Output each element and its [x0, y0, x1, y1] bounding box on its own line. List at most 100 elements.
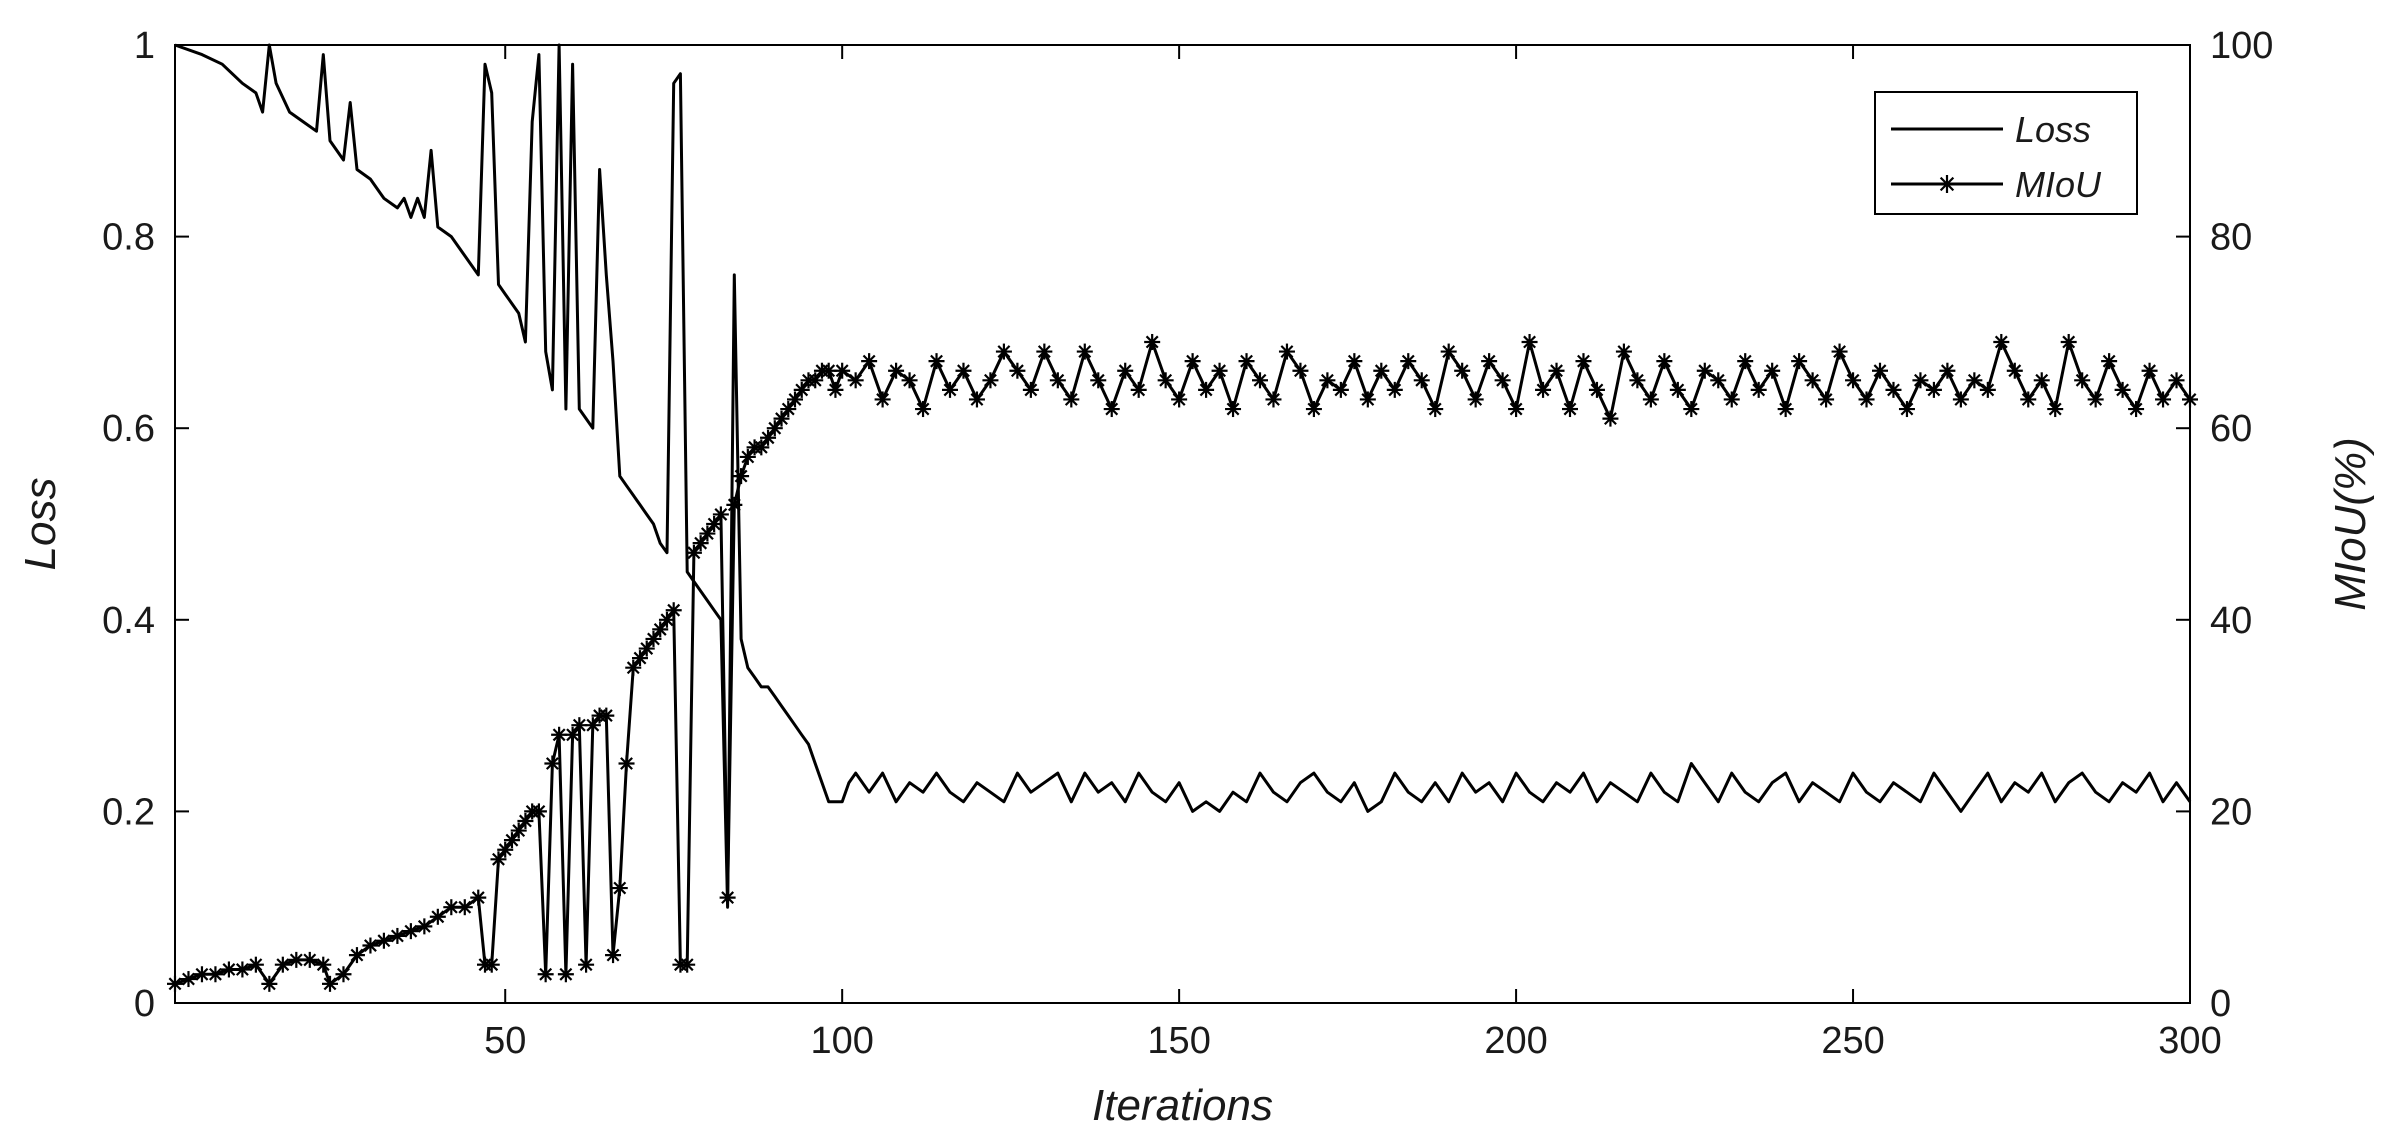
x-tick-label: 300 — [2158, 1020, 2221, 1062]
data-point-miou — [322, 975, 338, 992]
data-point-miou — [834, 362, 851, 379]
y-left-tick-label: 0.4 — [102, 600, 155, 642]
data-point-miou — [375, 932, 392, 949]
data-point-miou — [2182, 391, 2198, 408]
data-point-miou — [1818, 391, 1835, 408]
data-point-miou — [2168, 372, 2185, 389]
data-point-miou — [1454, 362, 1471, 379]
data-point-miou — [1588, 381, 1605, 398]
y-left-tick-label: 0.8 — [102, 217, 155, 259]
data-point-miou — [1305, 401, 1322, 418]
data-point-miou — [787, 391, 803, 408]
data-point-miou — [1467, 391, 1484, 408]
data-point-miou — [2141, 362, 2158, 379]
data-point-miou — [1332, 381, 1349, 398]
ticks-layer: 50 100 150 200 250 30000.20.40.60.81020406080… — [102, 25, 2273, 1062]
data-point-miou — [638, 640, 655, 657]
data-point-miou — [1804, 372, 1821, 389]
legend-label-loss: Loss — [2015, 109, 2091, 150]
data-point-miou — [598, 707, 615, 724]
data-point-miou — [167, 975, 183, 992]
data-point-miou — [1076, 343, 1093, 360]
data-point-miou — [1710, 372, 1727, 389]
data-point-miou — [247, 956, 264, 973]
data-point-miou — [1979, 381, 1996, 398]
data-point-miou — [517, 812, 534, 829]
y-left-tick-label: 0.6 — [102, 408, 155, 450]
data-point-miou — [658, 611, 675, 628]
data-point-miou — [1845, 372, 1862, 389]
data-point-miou — [1912, 372, 1929, 389]
data-point-miou — [2128, 401, 2145, 418]
data-point-miou — [928, 353, 945, 370]
data-point-miou — [557, 966, 574, 983]
data-point-miou — [1696, 362, 1713, 379]
data-point-miou — [544, 755, 561, 772]
data-point-miou — [773, 410, 790, 427]
data-point-miou — [1252, 372, 1268, 389]
x-tick-label: 250 — [1821, 1020, 1884, 1062]
data-point-miou — [2060, 333, 2077, 350]
data-point-miou — [1952, 391, 1969, 408]
data-point-miou — [288, 951, 305, 968]
data-point-miou — [362, 937, 379, 954]
data-point-miou — [968, 391, 985, 408]
data-point-miou — [389, 927, 406, 944]
series-line-loss — [174, 43, 2192, 909]
data-point-miou — [995, 343, 1012, 360]
data-point-miou — [753, 439, 770, 456]
data-point-miou — [1494, 372, 1511, 389]
data-point-miou — [1130, 381, 1147, 398]
data-point-miou — [888, 362, 905, 379]
data-point-miou — [180, 971, 197, 988]
data-point-miou — [1764, 362, 1781, 379]
data-point-miou — [1144, 333, 1161, 350]
data-point-miou — [847, 372, 864, 389]
data-point-miou — [1292, 362, 1309, 379]
data-point-miou — [1184, 353, 1201, 370]
data-point-miou — [1319, 372, 1336, 389]
y-right-tick-label: 100 — [2210, 25, 2273, 67]
data-point-miou — [1602, 410, 1619, 427]
data-point-miou — [1791, 353, 1808, 370]
data-point-miou — [1171, 391, 1188, 408]
x-tick-label: 150 — [1147, 1020, 1210, 1062]
data-point-miou — [1359, 391, 1376, 408]
legend: Loss MIoU — [1874, 91, 2138, 215]
y-left-tick-label: 1 — [134, 25, 155, 67]
data-point-miou — [679, 956, 696, 973]
data-point-miou — [1885, 381, 1902, 398]
data-point-miou — [625, 659, 642, 676]
data-point-miou — [234, 961, 251, 978]
data-point-miou — [2074, 372, 2091, 389]
data-point-miou — [1656, 353, 1673, 370]
data-point-miou — [692, 535, 709, 552]
data-point-miou — [874, 391, 891, 408]
data-point-miou — [1278, 343, 1295, 360]
data-point-miou — [1966, 372, 1983, 389]
y-right-tick-label: 40 — [2210, 600, 2252, 642]
data-point-miou — [611, 880, 628, 897]
data-point-miou — [503, 832, 520, 849]
data-point-miou — [733, 468, 750, 485]
data-point-miou — [793, 381, 810, 398]
data-point-miou — [402, 923, 419, 940]
data-point-miou — [780, 401, 797, 418]
data-point-miou — [2047, 401, 2064, 418]
data-point-miou — [1575, 353, 1592, 370]
data-point-miou — [497, 841, 514, 858]
data-point-miou — [483, 956, 500, 973]
data-point-miou — [510, 822, 527, 839]
data-point-miou — [1898, 401, 1915, 418]
data-point-miou — [726, 496, 743, 513]
data-point-miou — [1629, 372, 1646, 389]
data-point-miou — [652, 621, 669, 638]
data-point-miou — [665, 602, 682, 619]
data-point-miou — [901, 372, 918, 389]
data-point-miou — [955, 362, 972, 379]
data-point-miou — [820, 362, 837, 379]
data-point-miou — [261, 975, 278, 992]
data-point-miou — [490, 851, 507, 868]
data-point-miou — [1925, 381, 1942, 398]
data-point-miou — [605, 947, 622, 964]
